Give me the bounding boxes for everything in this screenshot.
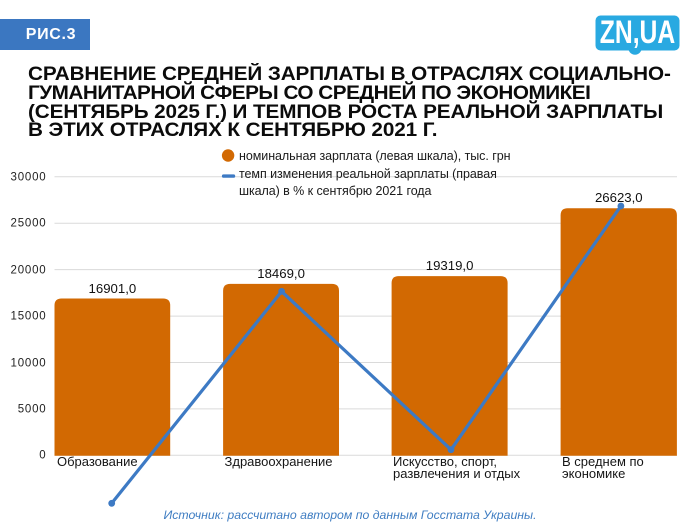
svg-text:ZN,UA: ZN,UA (600, 15, 676, 51)
